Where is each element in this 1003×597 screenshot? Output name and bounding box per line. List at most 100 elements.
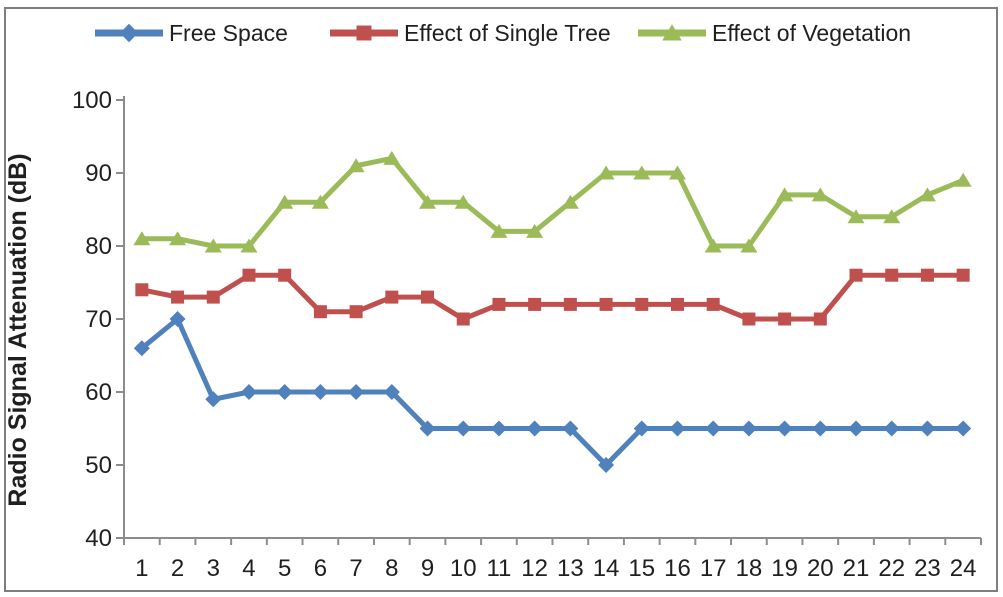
x-axis-tick-label: 2	[171, 555, 184, 582]
x-axis-tick-label: 21	[843, 555, 870, 582]
data-point-marker	[920, 268, 934, 282]
x-axis-tick-label: 24	[950, 555, 977, 582]
x-axis-tick-label: 17	[700, 555, 727, 582]
x-axis-tick-label: 20	[807, 555, 834, 582]
x-axis-tick-label: 14	[593, 555, 620, 582]
series-free-space	[133, 311, 972, 473]
x-axis-tick-label: 18	[736, 555, 763, 582]
data-point-marker	[492, 297, 506, 311]
data-point-marker	[135, 283, 149, 297]
x-axis-tick-label: 22	[878, 555, 905, 582]
data-point-marker	[240, 238, 258, 253]
series-effect-of-vegetation	[133, 150, 972, 253]
data-point-marker	[526, 420, 543, 437]
data-point-marker	[847, 209, 865, 224]
data-point-marker	[811, 187, 829, 202]
data-point-marker	[883, 209, 901, 224]
data-point-marker	[778, 312, 792, 326]
data-point-marker	[740, 420, 757, 437]
data-point-marker	[633, 420, 650, 437]
data-point-marker	[669, 420, 686, 437]
legend-marker	[356, 25, 372, 41]
legend-label: Effect of Vegetation	[712, 20, 911, 46]
data-point-marker	[563, 297, 577, 311]
data-point-marker	[848, 420, 865, 437]
y-axis: 40 50 60 70 80 90 100	[72, 87, 124, 552]
data-point-marker	[278, 268, 292, 282]
data-point-marker	[419, 420, 436, 437]
x-axis: 1 2 3 4 5 6 7 8 9 10 11 12 13 14 15 16 17 18 19 20 21 22 23 24	[123, 538, 982, 582]
data-point-marker	[813, 312, 827, 326]
data-point-marker	[635, 297, 649, 311]
data-point-marker	[956, 268, 970, 282]
data-point-marker	[133, 340, 150, 357]
data-point-marker	[704, 238, 722, 253]
data-point-marker	[742, 312, 756, 326]
data-point-marker	[668, 165, 686, 180]
x-axis-tick-label: 6	[314, 555, 327, 582]
data-point-marker	[883, 420, 900, 437]
x-axis-tick-label: 5	[278, 555, 291, 582]
x-axis-tick-label: 9	[421, 555, 434, 582]
data-point-marker	[456, 312, 470, 326]
x-axis-tick-label: 11	[486, 555, 511, 582]
y-axis-tick-label: 80	[85, 233, 112, 260]
data-point-marker	[955, 420, 972, 437]
data-point-marker	[133, 231, 151, 246]
y-axis-tick-label: 90	[85, 160, 112, 187]
x-axis-tick-label: 3	[207, 555, 220, 582]
data-point-marker	[740, 238, 758, 253]
data-point-marker	[885, 268, 899, 282]
data-point-marker	[490, 420, 507, 437]
x-axis-tick-label: 23	[914, 555, 941, 582]
data-point-marker	[206, 290, 220, 304]
data-point-marker	[918, 187, 936, 202]
data-point-marker	[670, 297, 684, 311]
y-axis-title: Radio Signal Attenuation (dB)	[4, 153, 32, 506]
data-point-marker	[776, 420, 793, 437]
data-point-marker	[242, 268, 256, 282]
data-point-marker	[348, 384, 365, 400]
data-point-marker	[706, 297, 720, 311]
x-axis-tick-label: 1	[135, 555, 148, 582]
data-point-marker	[383, 150, 401, 165]
data-point-marker	[171, 290, 185, 304]
chart-border	[4, 7, 998, 592]
data-point-marker	[562, 420, 579, 437]
data-point-marker	[454, 194, 472, 209]
data-point-marker	[528, 297, 542, 311]
data-point-marker	[599, 297, 613, 311]
data-point-marker	[169, 311, 186, 327]
data-point-marker	[455, 420, 472, 437]
y-axis-tick-label: 70	[85, 306, 112, 333]
x-axis-tick-label: 7	[349, 555, 362, 582]
data-point-marker	[276, 384, 293, 400]
legend-item-effect-of-single-tree: Effect of Single Tree	[330, 20, 611, 46]
x-axis-tick-label: 4	[242, 555, 255, 582]
data-point-marker	[633, 165, 651, 180]
data-point-marker	[349, 305, 363, 319]
data-point-marker	[240, 384, 257, 400]
data-point-marker	[311, 194, 329, 209]
data-point-marker	[313, 305, 327, 319]
x-axis-tick-label: 12	[521, 555, 548, 582]
legend-item-effect-of-vegetation: Effect of Vegetation	[638, 20, 911, 46]
data-point-marker	[490, 223, 508, 238]
data-point-marker	[776, 187, 794, 202]
x-axis-tick-label: 8	[385, 555, 398, 582]
data-point-marker	[383, 384, 400, 400]
data-point-marker	[169, 231, 187, 246]
x-axis-tick-label: 19	[771, 555, 798, 582]
x-axis-tick-label: 10	[450, 555, 477, 582]
data-point-marker	[385, 290, 399, 304]
y-axis-tick-label: 60	[85, 379, 112, 406]
legend-label: Effect of Single Tree	[404, 20, 611, 46]
data-point-marker	[705, 420, 722, 437]
x-axis-tick-label: 15	[628, 555, 655, 582]
data-point-marker	[597, 165, 615, 180]
data-point-marker	[919, 420, 936, 437]
y-axis-tick-label: 50	[85, 452, 112, 479]
data-point-marker	[561, 194, 579, 209]
data-point-marker	[347, 158, 365, 173]
